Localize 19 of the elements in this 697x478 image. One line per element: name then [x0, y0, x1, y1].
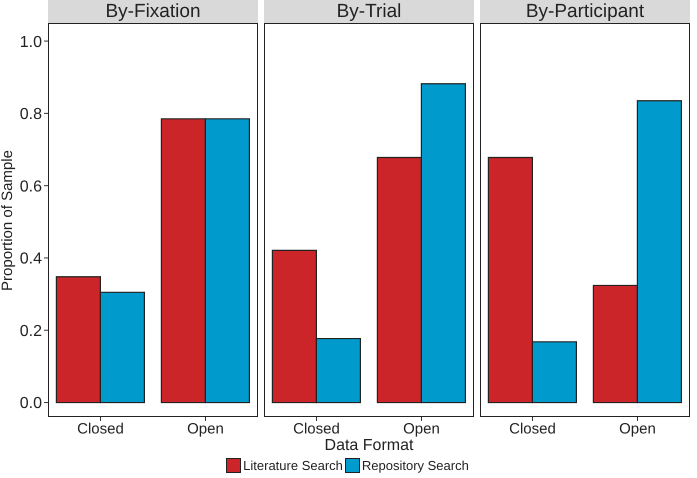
y-tick-label: 0.2 — [20, 322, 42, 340]
chart-title: By-Participant — [480, 0, 690, 23]
chart-title: By-Trial — [264, 0, 474, 23]
x-tick-label: Closed — [509, 420, 556, 438]
x-tick-label: Open — [187, 420, 224, 438]
chart-title: By-Fixation — [48, 0, 258, 23]
x-axis-title: Data Format — [324, 437, 414, 455]
x-tick-label: Closed — [77, 420, 124, 438]
legend-label: Repository Search — [362, 458, 469, 473]
y-tick-label: 0.0 — [20, 395, 42, 412]
legend-label: Literature Search — [243, 458, 343, 473]
y-tick-label: 1.0 — [20, 34, 42, 51]
x-tick-label: Closed — [293, 420, 340, 438]
y-tick-label: 0.8 — [20, 106, 42, 124]
x-tick-label: Open — [619, 420, 656, 438]
y-tick-label: 0.4 — [20, 250, 42, 268]
y-tick-label: 0.6 — [20, 178, 42, 196]
x-tick-label: Open — [403, 420, 440, 438]
y-axis-title: Proportion of Sample — [0, 150, 16, 290]
